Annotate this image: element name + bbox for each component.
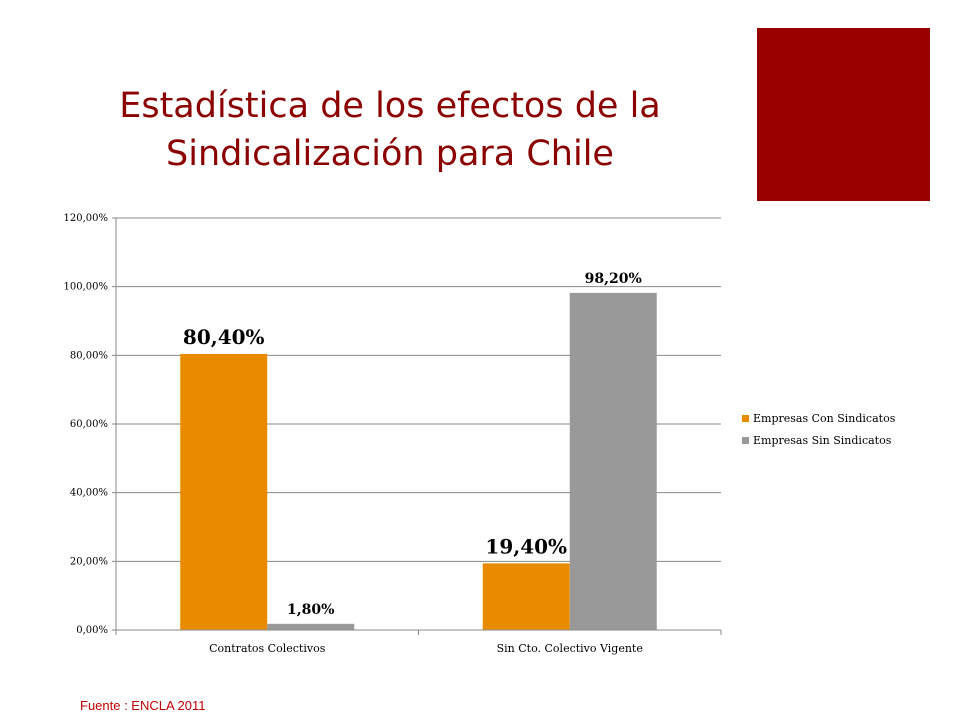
title-line-2: Sindicalización para Chile [166, 134, 614, 174]
bar [569, 292, 657, 630]
y-tick-label: 80,00% [70, 350, 108, 361]
data-label: 98,20% [585, 271, 642, 287]
bar [180, 353, 268, 630]
y-tick-label: 120,00% [64, 213, 109, 224]
bar [482, 563, 570, 630]
category-label: Sin Cto. Colectivo Vigente [497, 642, 643, 655]
y-tick-label: 0,00% [76, 625, 108, 636]
bar [267, 623, 355, 630]
data-label: 1,80% [287, 602, 334, 618]
data-label: 19,40% [485, 534, 567, 558]
y-tick-label: 100,00% [64, 282, 109, 293]
legend-swatch [742, 437, 749, 444]
legend-label: Empresas Con Sindicatos [753, 412, 896, 425]
category-label: Contratos Colectivos [209, 642, 326, 655]
y-tick-label: 40,00% [70, 488, 108, 499]
source-note: Fuente : ENCLA 2011 [80, 698, 206, 713]
legend-label: Empresas Sin Sindicatos [753, 434, 892, 447]
y-tick-label: 20,00% [70, 556, 108, 567]
title-line-1: Estadística de los efectos de la [119, 86, 661, 126]
y-tick-label: 60,00% [70, 419, 108, 430]
slide-title: Estadística de los efectos de la Sindica… [60, 82, 720, 178]
data-label: 80,40% [183, 325, 265, 349]
decorative-red-block [757, 28, 930, 201]
legend-swatch [742, 415, 749, 422]
